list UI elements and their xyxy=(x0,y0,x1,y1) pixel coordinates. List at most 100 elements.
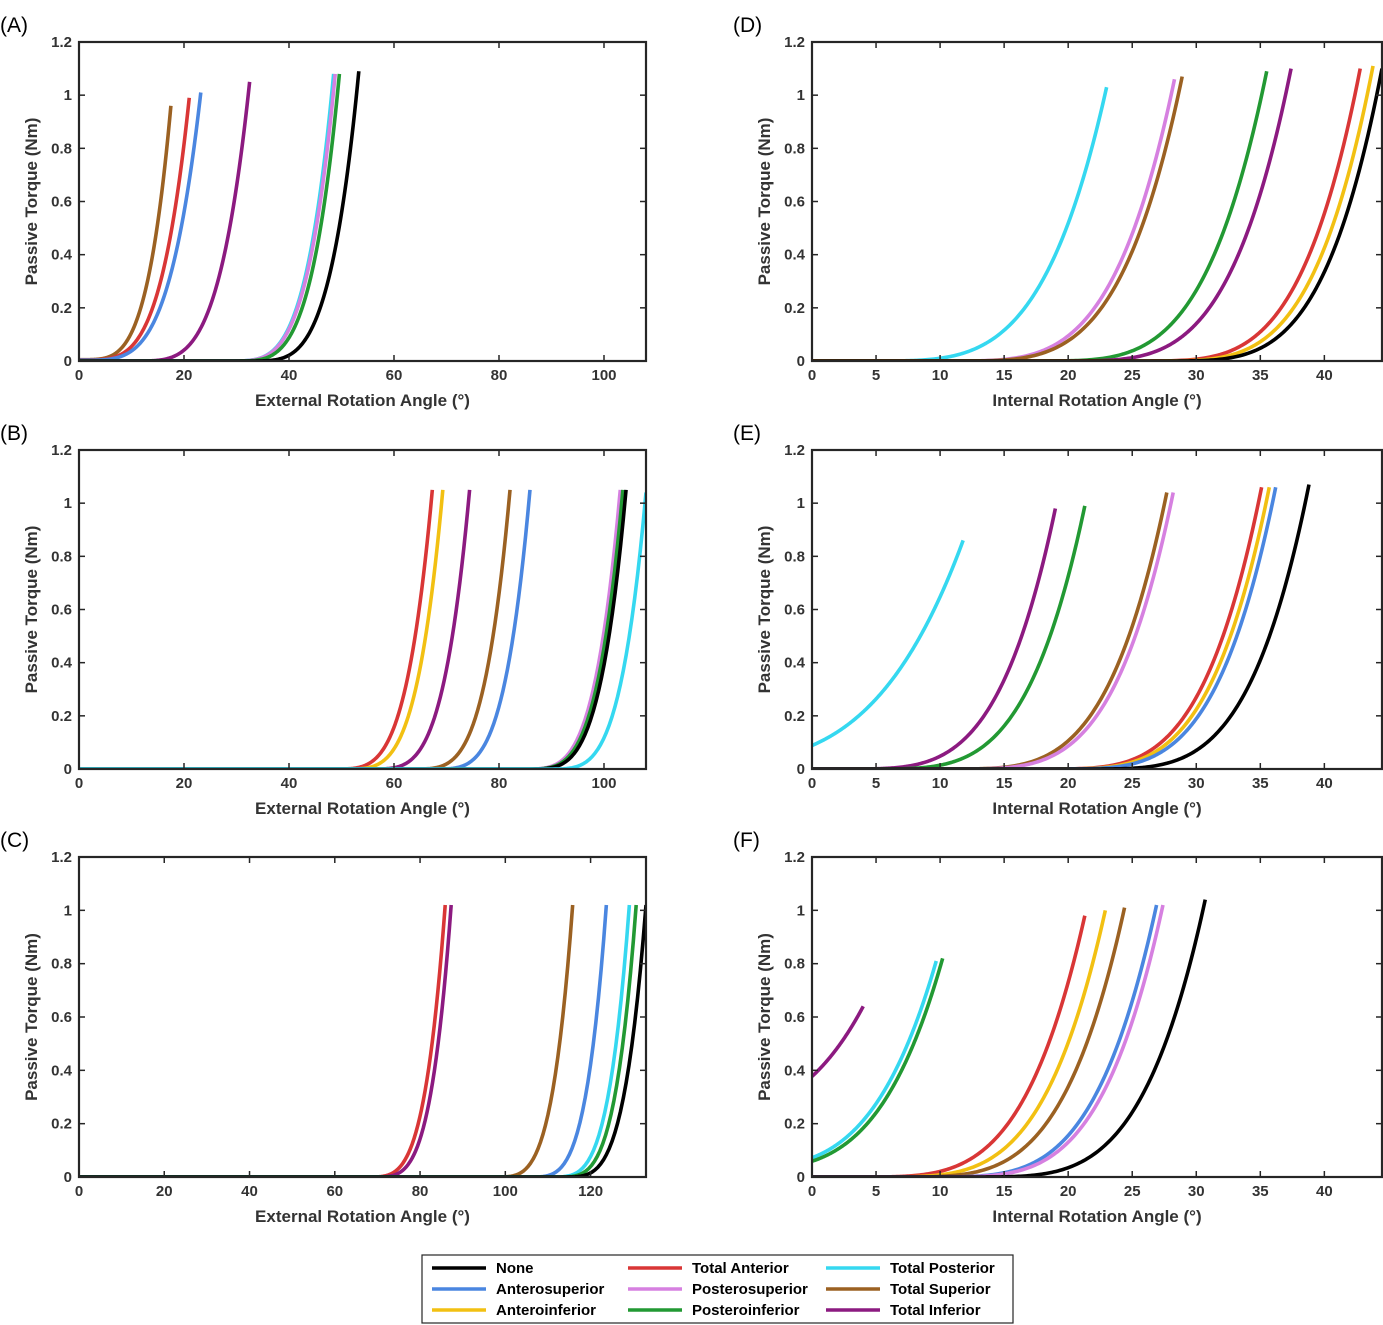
series-line-posteroinferior xyxy=(79,73,342,361)
x-axis-label: Internal Rotation Angle (°) xyxy=(992,799,1201,818)
y-axis-label: Passive Torque (Nm) xyxy=(755,933,774,1101)
chart-panel-b: (B) 0 20 40 60 80 100 0 0.2 0.4 0.6 0.8 1 1.2 External… xyxy=(0,422,648,818)
y-tick-label: 0.6 xyxy=(784,1009,805,1026)
y-tick-label: 0.8 xyxy=(784,140,805,157)
x-tick-label: 60 xyxy=(386,775,403,792)
y-tick-label: 0.8 xyxy=(51,140,72,157)
x-tick-label: 80 xyxy=(491,775,508,792)
series-line-total-anterior xyxy=(812,68,1362,361)
series-line-posteroinferior xyxy=(812,957,945,1163)
y-axis-label: Passive Torque (Nm) xyxy=(22,526,41,694)
y-tick-label: 0.6 xyxy=(51,1009,72,1026)
legend-label: Posteroinferior xyxy=(692,1302,800,1319)
chart-panel-e: (E) 0 5 10 15 20 25 30 35 40 0 0.2 0.4 0.6 0.8 1 1.2 Inte… xyxy=(733,422,1383,818)
series-line-anterosuperior xyxy=(812,904,1159,1177)
series-line-none xyxy=(812,68,1382,361)
y-tick-label: 0.6 xyxy=(51,602,72,619)
panel-label: (B) xyxy=(0,422,28,445)
legend-label: Total Anterior xyxy=(692,1260,789,1277)
series-line-anterosuperior xyxy=(812,486,1278,769)
y-tick-label: 0 xyxy=(64,353,72,370)
series-line-total-posterior xyxy=(79,904,632,1177)
legend-label: Anterosuperior xyxy=(496,1281,605,1298)
curves xyxy=(812,65,1382,361)
x-tick-label: 0 xyxy=(808,1183,816,1200)
y-tick-label: 1 xyxy=(64,495,72,512)
x-tick-label: 10 xyxy=(932,367,949,384)
series-line-total-superior xyxy=(79,105,173,361)
y-tick-label: 0.6 xyxy=(784,194,805,211)
panel-label: (D) xyxy=(733,14,762,37)
series-line-total-superior xyxy=(812,907,1127,1177)
series-line-anterosuperior xyxy=(79,92,203,361)
legend-item-posterosuperior: Posterosuperior xyxy=(628,1281,808,1298)
axes-box xyxy=(77,40,648,363)
legend-item-total-superior: Total Superior xyxy=(826,1281,991,1298)
series-line-none xyxy=(79,71,361,361)
panel-label: (F) xyxy=(733,829,760,852)
y-tick-label: 1.2 xyxy=(51,849,72,866)
panel-label: (E) xyxy=(733,422,761,445)
y-tick-label: 0.4 xyxy=(784,1062,806,1079)
series-line-total-posterior xyxy=(812,86,1109,361)
y-tick-label: 0 xyxy=(797,353,805,370)
series-line-total-superior xyxy=(812,76,1184,361)
x-tick-label: 40 xyxy=(241,1183,258,1200)
series-line-posteroinferior xyxy=(79,904,638,1177)
series-line-posteroinferior xyxy=(79,489,625,769)
legend-item-posteroinferior: Posteroinferior xyxy=(628,1302,800,1319)
series-line-total-inferior xyxy=(812,68,1293,361)
series-line-posterosuperior xyxy=(812,78,1177,361)
x-tick-label: 20 xyxy=(1060,367,1077,384)
x-tick-label: 100 xyxy=(493,1183,518,1200)
series-line-total-inferior xyxy=(79,489,472,769)
curves xyxy=(812,484,1311,769)
x-tick-label: 40 xyxy=(1316,367,1333,384)
series-line-total-posterior xyxy=(812,539,965,748)
y-tick-label: 1.2 xyxy=(784,849,805,866)
x-tick-label: 100 xyxy=(591,775,616,792)
x-tick-label: 20 xyxy=(176,367,193,384)
x-tick-label: 0 xyxy=(75,367,83,384)
y-tick-label: 0.2 xyxy=(51,300,72,317)
legend-item-total-posterior: Total Posterior xyxy=(826,1260,995,1277)
series-line-total-superior xyxy=(79,904,575,1177)
series-line-none xyxy=(812,484,1311,769)
y-tick-label: 1 xyxy=(797,87,805,104)
y-tick-label: 0 xyxy=(797,1169,805,1186)
x-tick-label: 35 xyxy=(1252,1183,1269,1200)
y-tick-label: 1 xyxy=(64,902,72,919)
legend-label: Total Inferior xyxy=(890,1302,981,1319)
x-axis-label: Internal Rotation Angle (°) xyxy=(992,1207,1201,1226)
x-tick-label: 20 xyxy=(176,775,193,792)
y-tick-label: 0.2 xyxy=(51,1116,72,1133)
series-line-none xyxy=(79,489,628,769)
x-tick-label: 5 xyxy=(872,775,880,792)
series-line-total-inferior xyxy=(79,904,453,1177)
y-tick-label: 0.4 xyxy=(784,247,806,264)
series-line-total-anterior xyxy=(79,489,435,769)
legend-item-total-inferior: Total Inferior xyxy=(826,1302,981,1319)
x-tick-label: 60 xyxy=(326,1183,343,1200)
x-tick-label: 30 xyxy=(1188,367,1205,384)
y-axis-label: Passive Torque (Nm) xyxy=(755,118,774,286)
legend-label: Total Superior xyxy=(890,1281,991,1298)
legend-label: Posterosuperior xyxy=(692,1281,808,1298)
x-tick-label: 20 xyxy=(1060,1183,1077,1200)
x-tick-label: 10 xyxy=(932,1183,949,1200)
chart-panel-c: (C) 0 20 40 60 80 100 120 0 0.2 0.4 0.6 0.8 1 1.2 Exter… xyxy=(0,829,648,1226)
series-line-anteroinferior xyxy=(812,65,1375,361)
legend: None Total Anterior Total Posterior Anteros… xyxy=(421,1254,1014,1324)
x-tick-label: 15 xyxy=(996,1183,1013,1200)
x-tick-label: 25 xyxy=(1124,1183,1141,1200)
x-tick-label: 15 xyxy=(996,775,1013,792)
series-line-total-inferior xyxy=(79,81,252,361)
x-tick-label: 0 xyxy=(75,1183,83,1200)
series-line-posterosuperior xyxy=(79,489,623,769)
series-line-anteroinferior xyxy=(79,489,445,769)
legend-item-total-anterior: Total Anterior xyxy=(628,1260,789,1277)
series-line-total-anterior xyxy=(812,915,1087,1177)
legend-item-anteroinferior: Anteroinferior xyxy=(432,1302,596,1319)
y-tick-label: 0.6 xyxy=(51,194,72,211)
